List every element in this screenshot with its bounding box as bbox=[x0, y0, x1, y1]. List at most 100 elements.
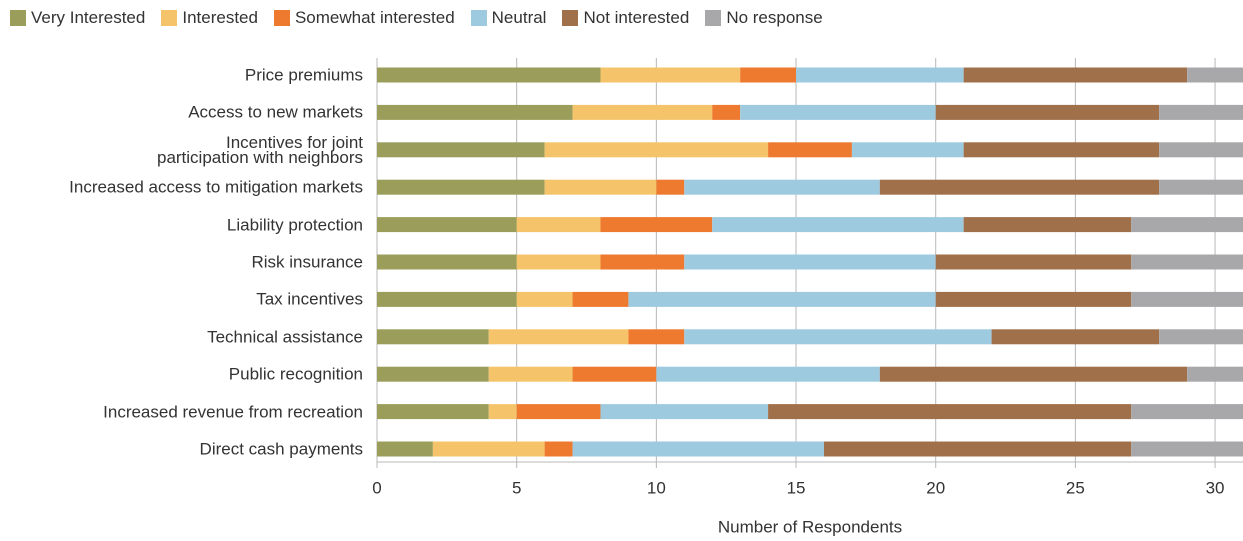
y-tick-label: Incentives for joint participation with … bbox=[156, 132, 363, 167]
bar-segment bbox=[684, 254, 936, 270]
bar-segment bbox=[600, 217, 713, 233]
bar-segment bbox=[377, 366, 489, 382]
bar-segment bbox=[656, 366, 880, 382]
bar-segment bbox=[879, 179, 1160, 195]
bar-segment bbox=[544, 441, 573, 457]
x-tick-label: 25 bbox=[1066, 478, 1085, 497]
y-tick-label: Direct cash payments bbox=[199, 439, 363, 459]
legend-swatch bbox=[562, 10, 579, 26]
bar-segment bbox=[851, 142, 964, 158]
bar-segment bbox=[823, 441, 1132, 457]
legend-label: Neutral bbox=[491, 8, 547, 27]
bar-segment bbox=[488, 329, 629, 345]
legend-label: Interested bbox=[182, 8, 258, 27]
bar-segment bbox=[768, 404, 1132, 420]
legend-label: Very Interested bbox=[31, 8, 146, 27]
bar-segment bbox=[488, 366, 573, 382]
bar-segment bbox=[628, 291, 936, 307]
bar-segment bbox=[488, 404, 517, 420]
legend-item: Somewhat interested bbox=[273, 8, 455, 28]
legend-item: Interested bbox=[161, 8, 258, 28]
legend-item: Neutral bbox=[470, 8, 547, 28]
x-axis-label: Number of Respondents bbox=[718, 517, 902, 536]
bar-segment bbox=[1131, 441, 1243, 457]
y-tick-label: Public recognition bbox=[228, 364, 363, 384]
y-tick-label: Tax incentives bbox=[256, 289, 363, 309]
legend-swatch bbox=[273, 10, 290, 26]
bar-segment bbox=[516, 404, 601, 420]
bar-segment bbox=[1131, 254, 1243, 270]
legend-swatch bbox=[10, 10, 26, 26]
bar-segment bbox=[740, 67, 797, 83]
bar-segment bbox=[516, 217, 601, 233]
legend: Very Interested Interested Somewhat intere… bbox=[10, 8, 839, 28]
bar-segment bbox=[377, 441, 433, 457]
bar-segment bbox=[377, 217, 517, 233]
bar-segment bbox=[572, 104, 713, 120]
bar-segment bbox=[377, 329, 489, 345]
bar-segment bbox=[377, 291, 517, 307]
y-tick-label: Increased revenue from recreation bbox=[103, 402, 363, 422]
bar-segment bbox=[572, 291, 629, 307]
legend-item: No response bbox=[705, 8, 823, 28]
bar-segment bbox=[991, 329, 1160, 345]
bar-segment bbox=[1131, 217, 1243, 233]
bar-segment bbox=[1159, 142, 1243, 158]
x-tick-label: 15 bbox=[787, 478, 806, 497]
bar-segment bbox=[935, 291, 1132, 307]
bar-segment bbox=[1131, 404, 1243, 420]
bar-segment bbox=[712, 217, 964, 233]
bar-segment bbox=[544, 179, 657, 195]
x-tick-label: 30 bbox=[1206, 478, 1225, 497]
bar-segment bbox=[935, 254, 1132, 270]
bar-segment bbox=[377, 67, 601, 83]
bar-segment bbox=[600, 404, 769, 420]
y-tick-label: Increased access to mitigation markets bbox=[69, 177, 363, 197]
legend-item: Not interested bbox=[562, 8, 689, 28]
bar-segment bbox=[740, 104, 936, 120]
bar-segment bbox=[684, 329, 992, 345]
x-tick-label: 0 bbox=[372, 478, 381, 497]
y-tick-label: Technical assistance bbox=[207, 327, 363, 347]
bar-segment bbox=[377, 179, 545, 195]
legend-swatch bbox=[705, 10, 722, 26]
bar-segment bbox=[377, 254, 517, 270]
x-tick-label: 10 bbox=[647, 478, 666, 497]
bar-segment bbox=[1159, 104, 1243, 120]
bar-segment bbox=[684, 179, 880, 195]
bar-segment bbox=[768, 142, 852, 158]
bar-segment bbox=[796, 67, 964, 83]
bar-segment bbox=[377, 104, 573, 120]
bar-segment bbox=[432, 441, 545, 457]
bar-segment bbox=[935, 104, 1160, 120]
bar-segment bbox=[544, 142, 769, 158]
bar-segment bbox=[879, 366, 1188, 382]
x-tick-label: 5 bbox=[512, 478, 521, 497]
y-tick-label: Risk insurance bbox=[251, 252, 364, 272]
legend-item: Very Interested bbox=[10, 8, 145, 28]
y-tick-label: Price premiums bbox=[244, 65, 363, 85]
bar-segment bbox=[628, 329, 685, 345]
legend-label: Not interested bbox=[583, 8, 690, 27]
bar-segment bbox=[600, 67, 741, 83]
bar-segment bbox=[377, 404, 489, 420]
bar-segment bbox=[963, 142, 1160, 158]
y-tick-label: Access to new markets bbox=[188, 102, 363, 122]
bar-segment bbox=[572, 441, 824, 457]
bar-segment bbox=[600, 254, 685, 270]
legend-label: No response bbox=[726, 8, 823, 27]
legend-swatch bbox=[470, 10, 487, 26]
bar-segment bbox=[1187, 366, 1243, 382]
bar-segment bbox=[963, 217, 1132, 233]
legend-label: Somewhat interested bbox=[294, 8, 455, 27]
bar-segment bbox=[1131, 291, 1243, 307]
bar-segment bbox=[377, 142, 545, 158]
bar-segment bbox=[1187, 67, 1243, 83]
bar-segment bbox=[963, 67, 1188, 83]
bar-segment bbox=[1159, 179, 1243, 195]
bar-segment bbox=[516, 254, 601, 270]
bar-segment bbox=[656, 179, 685, 195]
bar-segment bbox=[572, 366, 657, 382]
